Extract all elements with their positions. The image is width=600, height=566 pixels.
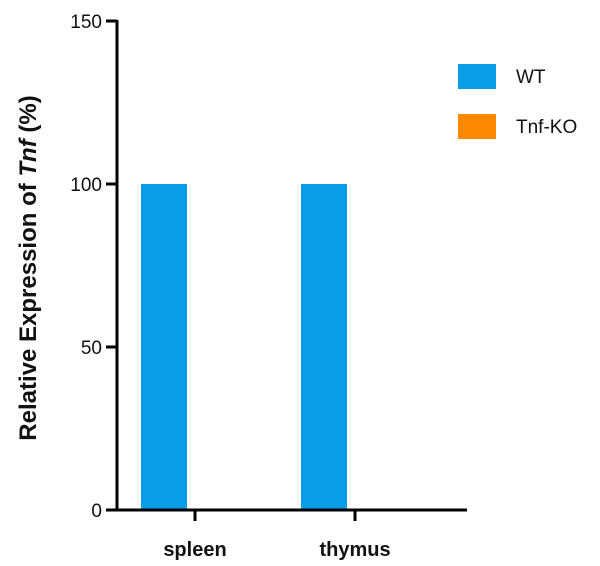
y-tick-label-0: 0	[91, 501, 102, 522]
legend-swatch-wt	[458, 64, 496, 89]
legend-label-wt: WT	[516, 67, 546, 88]
y-ticks-layer: 0 50 100 150	[70, 12, 117, 522]
legend-label-tnf-ko: Tnf-KO	[516, 117, 577, 138]
x-tick-label-spleen: spleen	[163, 539, 226, 561]
bars-layer	[141, 184, 347, 510]
y-axis-title: Relative Expression of Tnf (%)	[15, 95, 42, 440]
bar-wt-spleen	[141, 184, 187, 510]
bar-wt-thymus	[301, 184, 347, 510]
axes-layer	[115, 20, 467, 512]
legend: WT Tnf-KO	[458, 64, 577, 139]
x-tick-label-thymus: thymus	[319, 539, 390, 561]
x-categories-layer: spleen thymus	[163, 510, 391, 561]
y-axis-title-gene: Tnf	[15, 137, 42, 176]
y-axis-title-prefix: Relative Expression of	[15, 177, 42, 441]
y-tick-label-100: 100	[70, 175, 102, 196]
y-axis-title-suffix: (%)	[15, 95, 42, 139]
y-tick-label-50: 50	[81, 338, 102, 359]
legend-swatch-tnf-ko	[458, 114, 496, 139]
y-tick-label-150: 150	[70, 12, 102, 33]
